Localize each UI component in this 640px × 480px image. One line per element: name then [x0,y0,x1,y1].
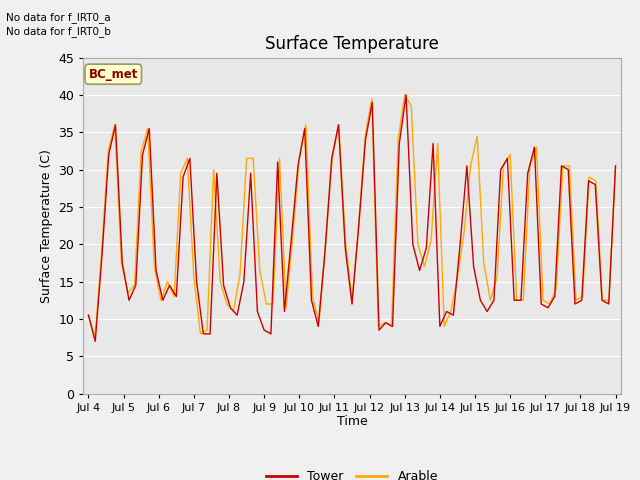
Title: Surface Temperature: Surface Temperature [265,35,439,53]
Y-axis label: Surface Temperature (C): Surface Temperature (C) [40,149,52,302]
Text: No data for f_IRT0_a: No data for f_IRT0_a [6,12,111,23]
Text: BC_met: BC_met [88,68,138,81]
X-axis label: Time: Time [337,415,367,429]
Legend: Tower, Arable: Tower, Arable [261,465,443,480]
Text: No data for f_IRT0_b: No data for f_IRT0_b [6,26,111,37]
